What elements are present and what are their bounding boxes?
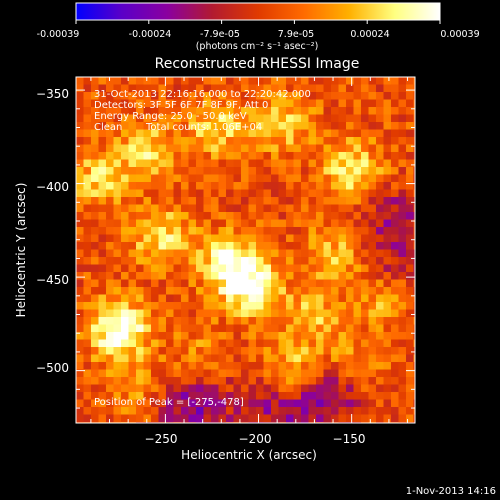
y-tick-label: −400 — [36, 180, 69, 194]
colorbar — [75, 2, 441, 21]
annotation-algorithm: Clean — [94, 122, 122, 133]
x-tick-label: −200 — [239, 432, 272, 446]
colorbar-tick-label: -7.9e-05 — [200, 29, 240, 40]
colorbar-tick-label: 7.9e-05 — [278, 29, 314, 40]
colorbar-tick-label: -0.00039 — [37, 29, 80, 40]
plot-date: 1-Nov-2013 14:16 — [406, 486, 496, 497]
annotation-detectors: Detectors: 3F 5F 6F 7F 8F 9F, Att 0 — [94, 100, 268, 111]
y-axis-label: Heliocentric Y (arcsec) — [14, 183, 28, 318]
colorbar-tick-label: 0.00024 — [350, 29, 389, 40]
x-tick-label: −150 — [333, 432, 366, 446]
chart-title: Reconstructed RHESSI Image — [155, 56, 360, 72]
colorbar-tick-label: -0.00024 — [129, 29, 172, 40]
colorbar-tick-label: 0.00039 — [440, 29, 479, 40]
annotation-energy-range: Energy Range: 25.0 - 50.0 keV — [94, 111, 247, 122]
x-tick-label: −250 — [145, 432, 178, 446]
annotation-peak-position: Position of Peak = [-275,-478] — [94, 397, 244, 408]
heatmap-image — [76, 77, 415, 423]
y-tick-label: −500 — [36, 361, 69, 375]
colorbar-unit: (photons cm⁻² s⁻¹ asec⁻²) — [196, 41, 319, 52]
plot-frame — [75, 76, 416, 424]
y-tick-label: −450 — [36, 273, 69, 287]
y-tick-label: −350 — [36, 87, 69, 101]
x-axis-label: Heliocentric X (arcsec) — [181, 448, 317, 462]
annotation-total-counts: Total counts: 1.06E+04 — [145, 122, 262, 133]
annotation-time-range: 31-Oct-2013 22:16:16.000 to 22:20:42.000 — [94, 89, 311, 100]
